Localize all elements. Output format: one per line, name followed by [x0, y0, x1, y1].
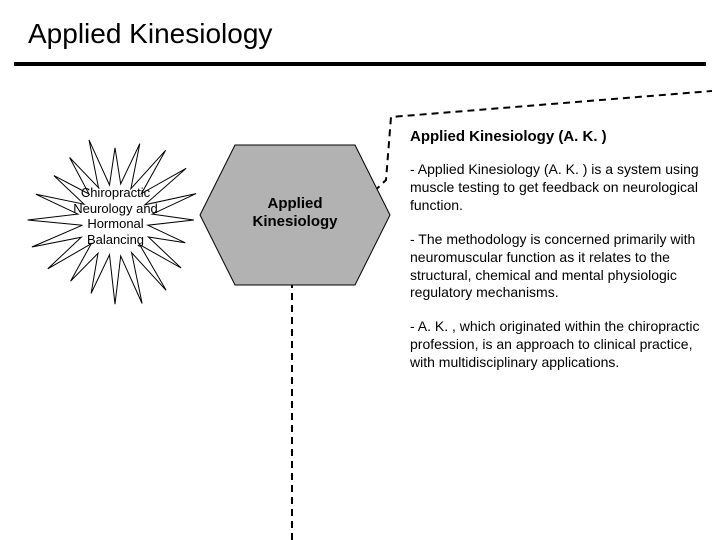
star-label: Chiropractic Neurology and Hormonal Bala…	[58, 185, 173, 247]
paragraph: - Applied Kinesiology (A. K. ) is a syst…	[410, 161, 700, 215]
page-title: Applied Kinesiology	[28, 18, 272, 50]
diagram-area: Chiropractic Neurology and Hormonal Bala…	[20, 135, 400, 315]
paragraph: - The methodology is concerned primarily…	[410, 231, 700, 303]
paragraph: - A. K. , which originated within the ch…	[410, 318, 700, 372]
title-underline	[14, 62, 706, 66]
content-column: Applied Kinesiology (A. K. ) - Applied K…	[410, 128, 700, 388]
section-heading: Applied Kinesiology (A. K. )	[410, 128, 700, 145]
hexagon-label: Applied Kinesiology	[230, 195, 360, 231]
